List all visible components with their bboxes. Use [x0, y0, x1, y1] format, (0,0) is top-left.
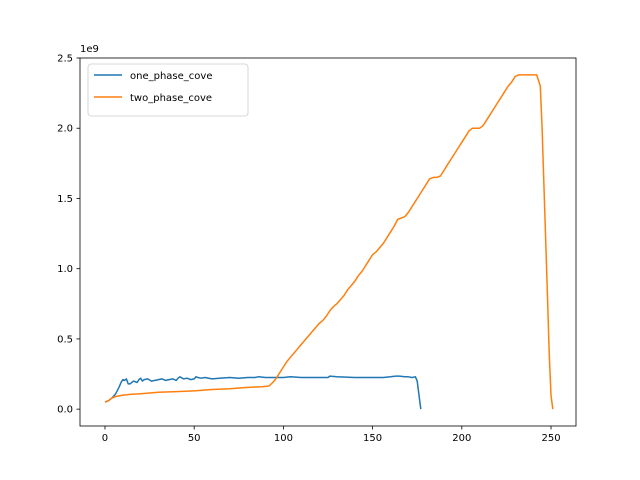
- y-axis-exponent-label: 1e9: [80, 44, 99, 55]
- series-layer: [104, 74, 554, 410]
- y-tick-label: 2.5: [57, 54, 73, 65]
- x-tick-label: 0: [102, 433, 108, 444]
- y-tick-label: 1.5: [57, 194, 73, 205]
- x-tick-label: 100: [274, 433, 293, 444]
- y-tick-label: 2.0: [57, 124, 73, 135]
- y-tick-label: 0.5: [57, 334, 73, 345]
- legend-box: [87, 63, 249, 117]
- x-axis: 0 50 100 150 200 250: [102, 426, 561, 444]
- series-line-two-phase-cove: [104, 74, 554, 410]
- y-tick-label: 0.0: [57, 405, 73, 416]
- x-tick-label: 250: [541, 433, 560, 444]
- legend-label: one_phase_cove: [130, 71, 212, 82]
- y-tick-label: 1.0: [57, 264, 73, 275]
- x-tick-label: 200: [452, 433, 471, 444]
- series-line-one-phase-cove: [104, 375, 422, 410]
- plot-frame: [79, 57, 577, 427]
- legend-label: two_phase_cove: [130, 93, 212, 104]
- y-axis: 0.0 0.5 1.0 1.5 2.0 2.5: [57, 54, 80, 416]
- x-tick-label: 50: [188, 433, 201, 444]
- legend: one_phase_cove two_phase_cove: [87, 63, 249, 117]
- x-tick-label: 150: [363, 433, 382, 444]
